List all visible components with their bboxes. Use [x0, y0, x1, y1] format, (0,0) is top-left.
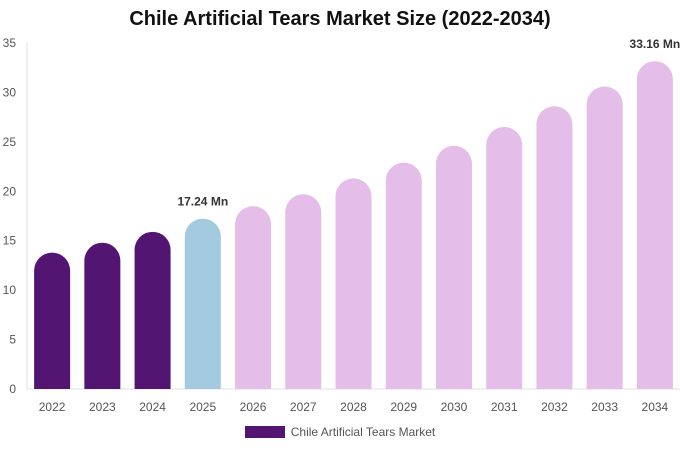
- y-tick-label: 5: [9, 333, 16, 347]
- x-tick-label: 2024: [139, 400, 166, 414]
- x-tick-label: 2031: [491, 400, 518, 414]
- x-tick-label: 2025: [189, 400, 216, 414]
- bar-2029: [385, 162, 422, 389]
- x-tick-label: 2028: [340, 400, 367, 414]
- legend-swatch: [244, 425, 285, 438]
- x-tick-label: 2022: [39, 400, 66, 414]
- y-tick-label: 35: [3, 36, 17, 50]
- y-tick-label: 30: [3, 85, 17, 99]
- x-tick-label: 2032: [541, 400, 568, 414]
- x-tick-label: 2034: [642, 400, 669, 414]
- y-tick-label: 15: [3, 234, 17, 248]
- y-tick-label: 10: [3, 283, 17, 297]
- x-tick-label: 2033: [591, 400, 618, 414]
- x-tick-label: 2023: [89, 400, 116, 414]
- chart-title: Chile Artificial Tears Market Size (2022…: [129, 8, 551, 30]
- bar-2031: [486, 127, 523, 389]
- chart-legend: Chile Artificial Tears Market: [0, 424, 680, 439]
- bar-2023: [84, 242, 121, 389]
- y-tick-label: 20: [3, 184, 17, 198]
- y-tick-label: 25: [3, 135, 17, 149]
- x-tick-label: 2030: [441, 400, 468, 414]
- bar-2034: [636, 61, 673, 390]
- x-tick-label: 2027: [290, 400, 317, 414]
- data-label: 17.24 Mn: [177, 195, 228, 209]
- bar-2024: [134, 231, 171, 389]
- legend-label: Chile Artificial Tears Market: [290, 424, 436, 439]
- bar-2022: [34, 252, 71, 389]
- y-tick-label: 0: [9, 382, 16, 396]
- bar-2030: [435, 145, 472, 389]
- bar-2028: [335, 178, 372, 389]
- bar-2026: [235, 206, 272, 389]
- bar-2032: [536, 106, 573, 390]
- bar-2025: [184, 218, 221, 389]
- data-label: 33.16 Mn: [630, 37, 680, 51]
- bar-2027: [285, 194, 322, 389]
- x-tick-label: 2029: [390, 400, 417, 414]
- bar-2033: [586, 86, 623, 390]
- x-tick-label: 2026: [240, 400, 267, 414]
